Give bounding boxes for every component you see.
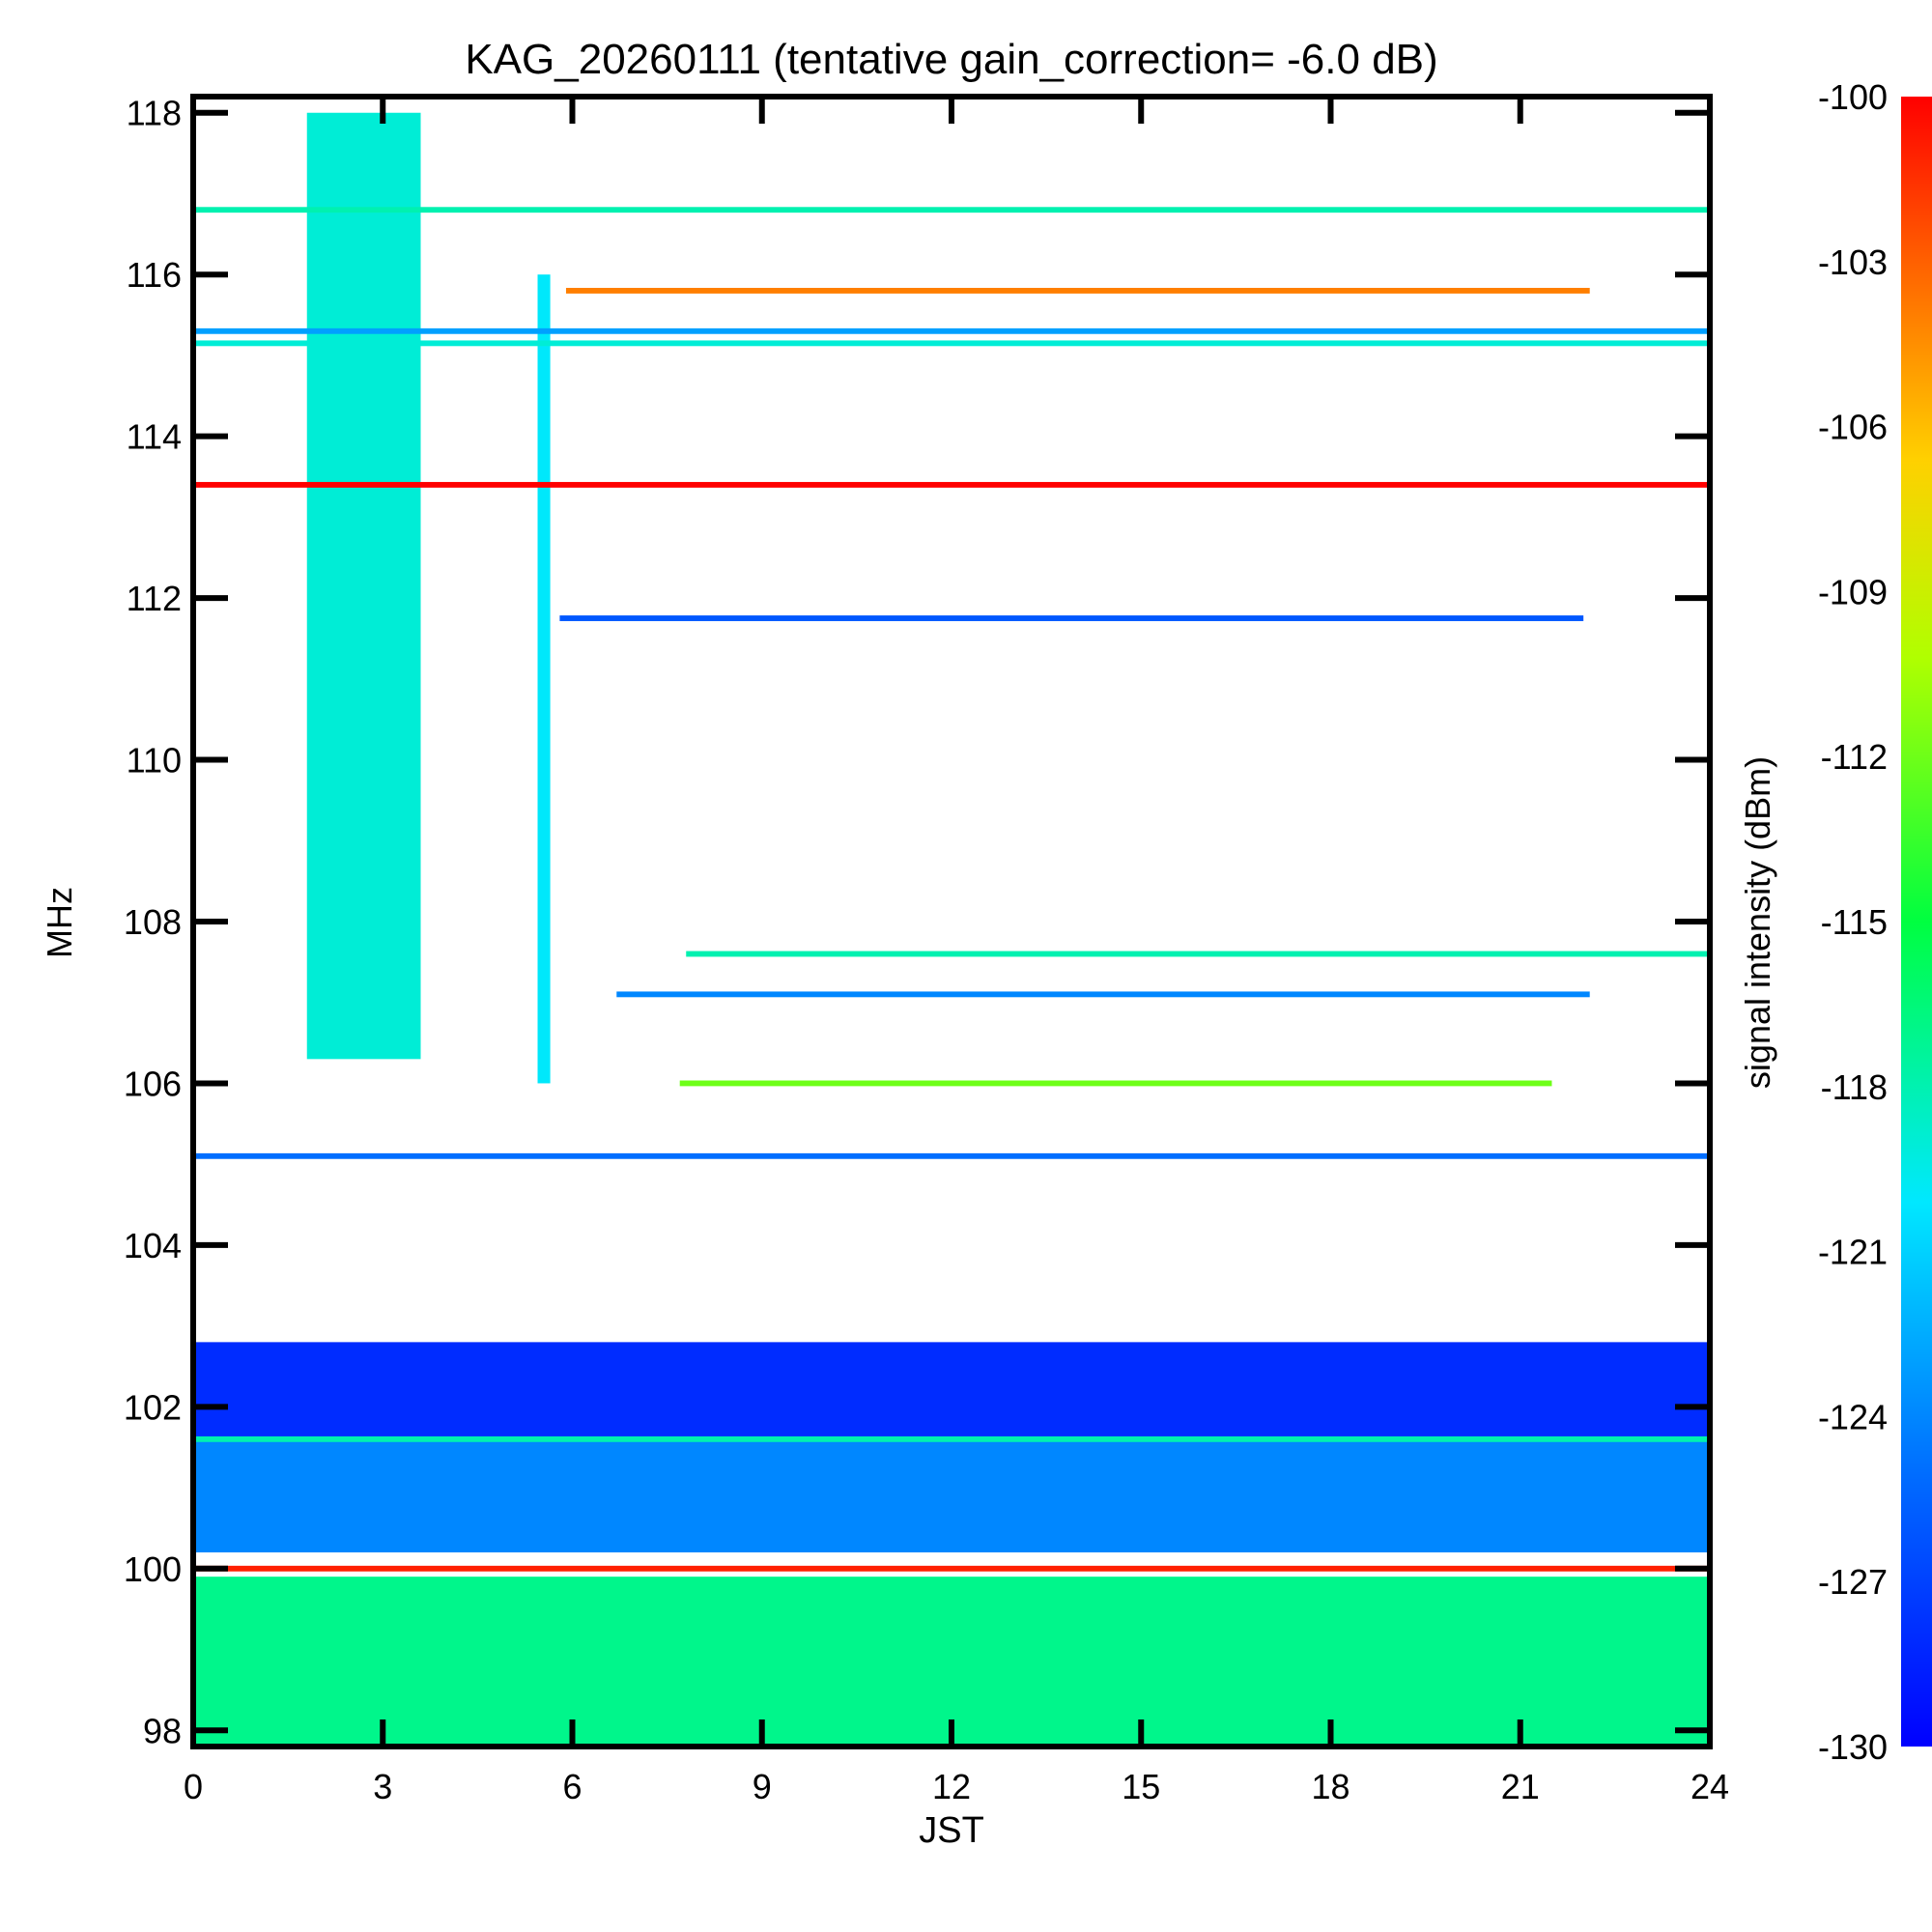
x-tick-label: 9	[753, 1767, 772, 1806]
colorbar-tick-label: -100	[1818, 77, 1888, 117]
signal-band-14	[193, 327, 1710, 334]
colorbar-label: signal intensity (dBm)	[1738, 756, 1777, 1089]
signal-band-7	[193, 1152, 1710, 1159]
signal-band-0	[193, 1577, 1710, 1747]
colorbar-tick-label: -109	[1818, 572, 1888, 611]
signal-band-12	[193, 481, 1710, 488]
colorbar-tick-label: -112	[1821, 737, 1888, 777]
y-tick-label: 100	[124, 1549, 182, 1589]
colorbar	[1901, 97, 1932, 1747]
heatmap-area	[193, 112, 1710, 1747]
x-tick-label: 21	[1501, 1767, 1540, 1806]
signal-band-8	[679, 1080, 1552, 1087]
signal-band-10	[686, 951, 1710, 957]
colorbar-tick-label: -121	[1818, 1233, 1888, 1272]
colorbar-tick-label: -130	[1818, 1727, 1888, 1767]
chart-title: KAG_20260111 (tentative gain_correction=…	[465, 36, 1437, 83]
y-tick-label: 106	[124, 1064, 182, 1103]
y-tick-label: 104	[124, 1226, 182, 1265]
signal-band-1	[193, 1438, 1710, 1553]
y-tick-label: 98	[143, 1711, 182, 1750]
colorbar-tick-label: -127	[1818, 1562, 1888, 1602]
x-tick-label: 15	[1122, 1767, 1160, 1806]
x-tick-label: 24	[1690, 1767, 1729, 1806]
y-tick-label: 116	[127, 255, 182, 295]
y-tick-label: 114	[127, 417, 182, 457]
colorbar-tick-label: -103	[1818, 242, 1888, 282]
burst-region-3	[306, 112, 421, 1060]
x-tick-label: 6	[562, 1767, 582, 1806]
burst-region-4	[537, 274, 551, 1084]
signal-band-11	[559, 615, 1584, 621]
y-tick-label: 102	[124, 1387, 182, 1427]
x-tick-label: 0	[184, 1767, 203, 1806]
x-axis-label: JST	[919, 1810, 984, 1851]
signal-band-16	[193, 207, 1710, 213]
x-tick-label: 18	[1311, 1767, 1350, 1806]
y-tick-label: 112	[127, 579, 182, 618]
y-tick-label: 108	[124, 902, 182, 942]
signal-band-6	[193, 1435, 1710, 1442]
signal-band-9	[616, 991, 1590, 998]
x-axis: 0 3 6 9 12 15 18 21 24	[184, 97, 1729, 1806]
colorbar-tick-label: -106	[1818, 408, 1888, 447]
y-tick-label: 118	[127, 94, 182, 133]
colorbar-tick-label: -124	[1818, 1397, 1888, 1436]
y-tick-label: 110	[127, 741, 182, 781]
signal-band-5	[193, 1565, 1710, 1572]
x-tick-label: 3	[373, 1767, 392, 1806]
y-axis: 98 100 102 104 106 108 110 112 114 116 118	[124, 94, 1710, 1750]
signal-band-2	[193, 1342, 1710, 1439]
signal-band-15	[565, 288, 1590, 294]
colorbar-tick-label: -115	[1821, 902, 1888, 942]
colorbar-ticks: -100 -103 -106 -109 -112 -115 -118 -121 -124 -127…	[1818, 77, 1888, 1767]
colorbar-tick-label: -118	[1821, 1067, 1888, 1107]
y-axis-label: MHz	[40, 887, 79, 958]
x-tick-label: 12	[932, 1767, 971, 1806]
signal-band-13	[193, 340, 1710, 347]
